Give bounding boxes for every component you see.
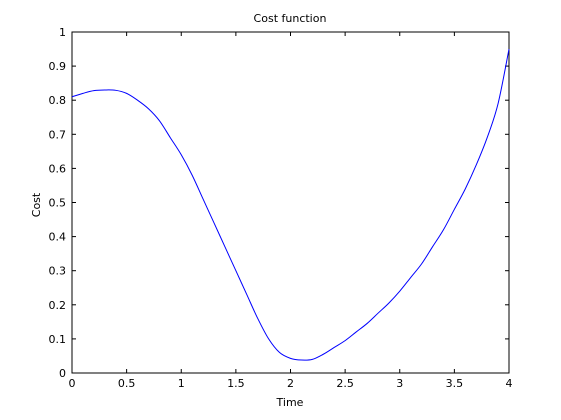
x-tick-label: 0 — [69, 377, 76, 390]
y-tick-label: 1 — [59, 26, 66, 39]
y-tick-label: 0.2 — [49, 299, 67, 312]
y-tick-label: 0.6 — [49, 162, 67, 175]
y-tick-label: 0.7 — [49, 128, 67, 141]
x-tick-label: 3.5 — [446, 377, 464, 390]
x-tick-label: 0.5 — [118, 377, 136, 390]
cost-series-line — [71, 48, 510, 361]
x-tick-label: 2.5 — [336, 377, 354, 390]
x-axis-label: Time — [276, 396, 304, 409]
x-tick-label: 3 — [396, 377, 403, 390]
y-tick-label: 0.4 — [49, 231, 67, 244]
x-tick-label: 1.5 — [227, 377, 245, 390]
series-layer — [71, 48, 510, 361]
y-tick-label: 0.3 — [49, 265, 67, 278]
y-tick-label: 0.1 — [49, 333, 67, 346]
y-axis-label: Cost — [30, 192, 43, 217]
x-tick-label: 2 — [287, 377, 294, 390]
x-axis-ticks: 0 0.5 1 1.5 2 2.5 3 3.5 4 — [69, 32, 513, 390]
x-tick-label: 4 — [506, 377, 513, 390]
y-tick-label: 0.9 — [49, 60, 67, 73]
chart-title: Cost function — [254, 12, 327, 25]
y-axis-ticks: 0 0.1 0.2 0.3 0.4 0.5 0.6 0.7 0.8 0.9 1 — [49, 26, 509, 380]
x-tick-label: 1 — [178, 377, 185, 390]
plot-frame — [71, 31, 510, 374]
y-tick-label: 0.5 — [49, 197, 67, 210]
y-tick-label: 0.8 — [49, 94, 67, 107]
y-tick-label: 0 — [59, 367, 66, 380]
